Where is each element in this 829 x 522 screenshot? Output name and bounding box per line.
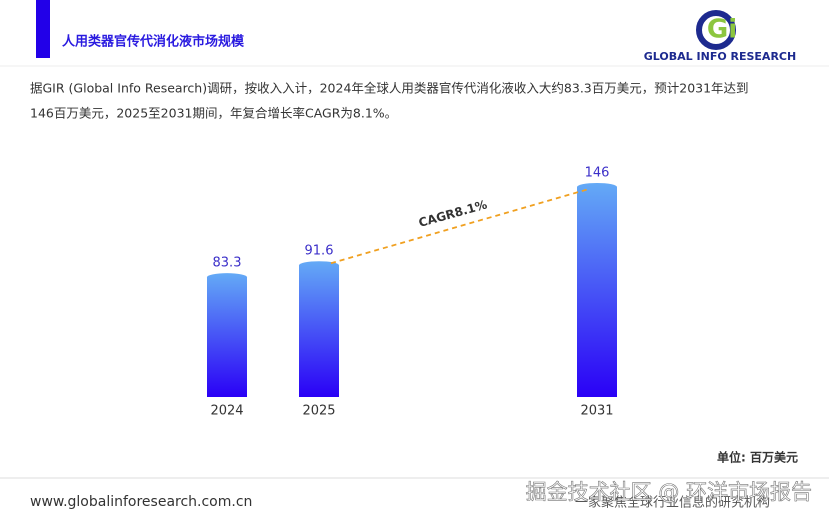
description-line: 146百万美元，2025至2031期间，年复合增长率CAGR为8.1%。 — [30, 106, 397, 121]
value-label: 91.6 — [305, 244, 334, 259]
logo: Gi GLOBAL INFO RESEARCH — [644, 10, 796, 63]
bar — [207, 273, 247, 397]
value-label: 146 — [585, 166, 610, 181]
bar — [577, 183, 617, 397]
x-tick-label: 2024 — [210, 404, 243, 419]
cagr-label: CAGR8.1% — [417, 197, 489, 230]
value-label: 83.3 — [213, 256, 242, 271]
cagr-line — [330, 188, 590, 265]
x-tick-label: 2025 — [302, 404, 335, 419]
chart-title: 人用类器官传代消化液市场规模 — [62, 34, 245, 50]
logo-ring — [696, 10, 736, 50]
x-tick-label: 2031 — [580, 404, 613, 419]
unit-label: 单位: 百万美元 — [717, 450, 798, 465]
logo-mark: Gi — [707, 15, 737, 45]
accent-bar — [36, 0, 50, 58]
description-line: 据GIR (Global Info Research)调研，按收入入计，2024… — [30, 81, 749, 96]
bar — [299, 261, 339, 397]
footer-slogan: 一家聚焦全球行业信息的研究机构 — [575, 495, 770, 511]
watermark: 掘金技术社区 @ 环洋市场报告 — [526, 480, 812, 504]
logo-name: GLOBAL INFO RESEARCH — [644, 50, 796, 63]
footer-url: www.globalinforesearch.com.cn — [30, 494, 252, 510]
